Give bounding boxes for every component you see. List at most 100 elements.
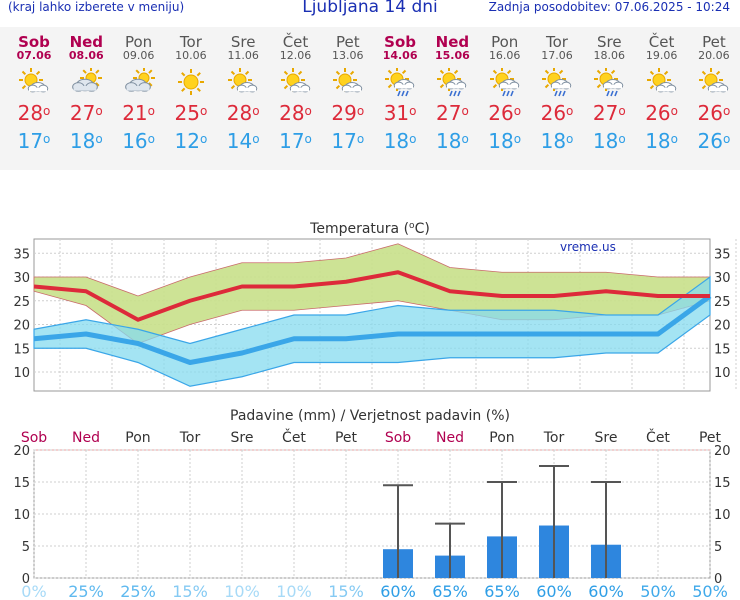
day-date: 08.06	[68, 49, 104, 62]
precipitation-probability-label: 15%	[328, 582, 364, 600]
temp-max: 27o	[592, 101, 626, 125]
temp-min: 18o	[383, 129, 417, 153]
temp-min: 14o	[226, 129, 260, 153]
y-tick-label: 20	[13, 319, 30, 334]
sun-cloud-icon	[228, 68, 258, 93]
y-tick-label: 35	[13, 247, 30, 262]
temp-min: 17o	[279, 129, 312, 153]
temp-min: 18o	[592, 129, 626, 153]
temp-max: 28o	[279, 101, 312, 125]
day-column: Pon 09.06 21o 16o	[113, 27, 165, 152]
day-date: 19.06	[645, 49, 678, 62]
last-updated: Zadnja posodobitev: 07.06.2025 - 10:24	[488, 0, 730, 14]
precipitation-probability-label: 0%	[21, 582, 46, 600]
precipitation-probability-label: 10%	[224, 582, 260, 600]
y-tick-label: 10	[714, 366, 731, 381]
temp-min: 18o	[69, 129, 103, 153]
precipitation-probability-label: 15%	[172, 582, 208, 600]
precipitation-probability-label: 60%	[380, 582, 416, 600]
day-column: Sre 18.06 27o 18o	[583, 27, 635, 152]
day-column: Sob 07.06 28o 17o	[8, 27, 60, 152]
temp-min: 17o	[17, 129, 51, 153]
day-axis-label: Sre	[231, 430, 254, 446]
day-name: Tor	[546, 33, 568, 51]
temp-max: 31o	[383, 101, 417, 125]
temp-min: 26o	[697, 129, 731, 153]
sun-cloud-icon	[332, 68, 363, 93]
cloudy-sun-icon	[72, 68, 103, 92]
sun-rain-icon	[542, 68, 572, 97]
y-tick-label: 5	[22, 540, 30, 555]
sun-cloud-icon	[19, 68, 49, 93]
day-date: 07.06	[16, 49, 52, 62]
day-axis-label: Sre	[595, 430, 618, 446]
day-date: 18.06	[593, 49, 626, 62]
day-column: Pet 13.06 29o 17o	[322, 27, 374, 152]
max-temp-line	[33, 270, 710, 322]
day-column: Sob 14.06 31o 18o	[374, 27, 426, 152]
y-tick-label: 30	[13, 271, 30, 286]
sun-rain-icon	[437, 68, 467, 97]
temperature-chart: Temperatura (oC) 10 10 15 15 20 20 25 25 30 30 35 35…	[13, 221, 737, 392]
sun-rain-icon	[385, 68, 415, 97]
precipitation-probability-label: 65%	[432, 582, 468, 600]
precipitation-probability-label: 25%	[120, 582, 156, 600]
temp-max: 29o	[331, 101, 365, 125]
temp-max: 26o	[488, 101, 522, 125]
temp-min: 18o	[435, 129, 469, 153]
day-axis-label: Ned	[436, 430, 464, 446]
day-column: Sre 11.06 28o 14o	[217, 27, 269, 152]
y-tick-label: 0	[22, 572, 30, 587]
day-date: 14.06	[382, 49, 418, 62]
day-name: Ned	[435, 33, 470, 51]
temp-max: 27o	[435, 101, 469, 125]
precipitation-chart: Padavine (mm) / Verjetnost padavin (%) So…	[13, 408, 731, 600]
y-tick-label: 10	[714, 508, 731, 523]
temp-min: 18o	[540, 129, 574, 153]
day-date: 13.06	[332, 49, 364, 62]
y-tick-label: 10	[13, 366, 30, 381]
day-name: Čet	[282, 33, 309, 51]
temperature-chart-title: Temperatura (oC)	[309, 221, 430, 237]
day-column: Tor 17.06 26o 18o	[531, 27, 583, 152]
day-name: Čet	[648, 33, 675, 51]
temp-min: 17o	[331, 129, 365, 153]
day-axis-label: Sob	[21, 430, 47, 446]
day-name: Pet	[335, 33, 360, 51]
day-date: 10.06	[175, 49, 207, 62]
day-column: Čet 12.06 28o 17o	[270, 27, 322, 152]
temp-max: 28o	[17, 101, 51, 125]
watermark: vreme.us	[560, 240, 616, 254]
precipitation-probability-label: 65%	[484, 582, 520, 600]
sun-cloud-icon	[280, 68, 310, 93]
day-name: Sre	[230, 33, 256, 51]
day-date: 16.06	[488, 49, 521, 62]
temp-max: 25o	[174, 101, 208, 125]
precipitation-probability-label: 10%	[276, 582, 312, 600]
page-title: Ljubljana 14 dni	[302, 0, 438, 17]
y-tick-label: 20	[13, 444, 30, 459]
day-name: Sre	[597, 33, 622, 51]
day-axis-label: Čet	[282, 428, 306, 446]
precipitation-probability-label: 25%	[68, 582, 104, 600]
day-column: Ned 15.06 27o 18o	[426, 27, 478, 152]
day-column: Pet 20.06 26o 26o	[688, 27, 740, 152]
y-tick-label: 20	[714, 319, 731, 334]
y-tick-label: 20	[714, 444, 731, 459]
y-tick-label: 15	[13, 342, 30, 357]
sun-cloud-icon	[646, 68, 676, 93]
day-axis-label: Ned	[72, 430, 100, 446]
temp-max: 28o	[226, 101, 260, 125]
forecast-strip: Sob 07.06 28o 17o Ned 08.06 27o 18o Pon 09.06 21o 1…	[0, 27, 740, 170]
day-axis-label: Pon	[125, 430, 150, 446]
day-date: 12.06	[279, 49, 312, 62]
cloudy-sun-icon	[124, 68, 155, 92]
temp-max: 26o	[645, 101, 678, 125]
y-tick-label: 15	[714, 476, 731, 491]
y-tick-label: 25	[714, 295, 731, 310]
temp-max: 26o	[697, 101, 731, 125]
menu-hint: (kraj lahko izberete v meniju)	[8, 0, 185, 14]
min-temp-line	[33, 293, 712, 365]
precipitation-probability-label: 60%	[588, 582, 624, 600]
day-axis-label: Sob	[385, 430, 411, 446]
